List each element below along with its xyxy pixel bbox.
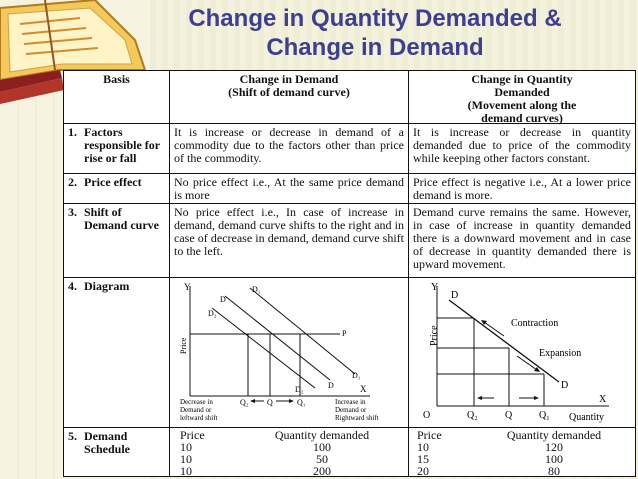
basis-cell: 3. Shift of Demand curve [64, 204, 170, 278]
table-row-diagram: 4. Diagram Y X Price D D₁ D₂ D D₁ D₂ [64, 277, 635, 428]
label-o: O [423, 410, 430, 421]
label-q2: Q₂ [467, 410, 478, 421]
label-d-bottom: D [328, 381, 334, 390]
label-q: Q [505, 410, 513, 421]
header-basis: Basis [64, 71, 170, 123]
quantity-diagram-cell: Y X Price D D Contraction [409, 278, 635, 428]
basis-cell: 4. Diagram [64, 278, 170, 428]
increase-label-2: Demand or [335, 406, 367, 414]
table-row-schedule: 5. Demand Schedule Price Quantity demande… [64, 427, 635, 477]
quantity-schedule-table: Price Quantity demanded 10 120 15 100 20 80 [417, 429, 631, 477]
label-d1-top: D₁ [252, 285, 261, 294]
quantity-cell: Price effect is negative i.e., At a lowe… [413, 175, 631, 202]
quantity-cell: It is increase or decrease in quantity d… [413, 125, 631, 165]
contraction-label: Contraction [511, 318, 558, 329]
shift-of-demand-diagram: Y X Price D D₁ D₂ D D₁ D₂ P Q₂ [179, 282, 379, 422]
decrease-label-3: leftward shift [180, 414, 218, 422]
label-d: D [220, 295, 226, 304]
right-price-label: Price [429, 325, 440, 346]
movement-along-curve-diagram: Y X Price D D Contraction [423, 282, 609, 423]
table-row-factors: 1. Factors responsible for rise or fall I… [64, 123, 635, 174]
label-d2-top: D₂ [208, 309, 217, 318]
label-q2: Q₂ [240, 398, 249, 407]
right-y-axis-label: Y [431, 282, 438, 293]
label-d2-bottom: D₂ [295, 385, 304, 394]
quantity-label: Quantity [569, 412, 604, 423]
title-line-1: Change in Quantity Demanded & [188, 5, 562, 32]
quantity-schedule-cell: Price Quantity demanded 10 120 15 100 20 80 [409, 428, 635, 477]
curve-d [224, 295, 331, 381]
label-q: Q [267, 398, 273, 407]
demand-cell: No price effect i.e., In case of increas… [170, 204, 409, 278]
demand-curve [448, 299, 560, 383]
label-p: P [342, 329, 347, 338]
table-row-price-effect: 2. Price effect No price effect i.e., At … [64, 173, 635, 204]
right-x-axis-label: X [599, 394, 607, 405]
header-change-in-quantity-demanded: Change in Quantity Demanded (Movement al… [467, 72, 577, 125]
increase-label-1: Increase in [335, 398, 366, 406]
expansion-label: Expansion [539, 348, 581, 359]
left-price-label: Price [179, 337, 188, 354]
label-q1: Q₁ [297, 398, 306, 407]
demand-diagram-cell: Y X Price D D₁ D₂ D D₁ D₂ P Q₂ [170, 278, 409, 428]
title-line-2: Change in Demand [266, 34, 484, 61]
label-d-top: D [451, 290, 458, 301]
increase-label-3: Rightward shift [335, 414, 379, 422]
header-change-in-demand: Change in Demand (Shift of demand curve) [170, 71, 409, 123]
basis-cell: 5. Demand Schedule [64, 428, 170, 477]
curve-d1 [249, 287, 356, 375]
comparison-table: Basis Change in Demand (Shift of demand … [63, 70, 636, 477]
basis-cell: 2. Price effect [64, 174, 170, 204]
slide-title: Change in Quantity Demanded & Change in … [150, 4, 600, 62]
decrease-label-1: Decrease in [180, 398, 213, 406]
curve-d2 [211, 307, 316, 389]
table-row-shift: 3. Shift of Demand curve No price effect … [64, 203, 635, 278]
quantity-header: Quantity demanded [506, 428, 602, 442]
quantity-cell: Demand curve remains the same. However, … [413, 205, 631, 271]
left-x-axis-label: X [360, 384, 367, 394]
basis-cell: 1. Factors responsible for rise or fall [64, 124, 170, 174]
table-header-row: Basis Change in Demand (Shift of demand … [64, 71, 635, 125]
decrease-label-2: Demand or [180, 406, 212, 414]
label-d-bottom: D [561, 380, 568, 391]
demand-cell: No price effect i.e., At the same price … [170, 174, 409, 204]
label-q1: Q₁ [539, 410, 550, 421]
demand-cell: It is increase or decrease in demand of … [170, 124, 409, 174]
price-header: Price [180, 428, 205, 442]
left-y-axis-label: Y [184, 282, 191, 292]
demand-schedule-cell: Price Quantity demanded 10 100 10 50 10 200 [170, 428, 409, 477]
price-header: Price [417, 428, 442, 442]
demand-schedule-table: Price Quantity demanded 10 100 10 50 10 200 [180, 429, 404, 477]
quantity-header: Quantity demanded [274, 428, 370, 442]
label-d1-bottom: D₁ [352, 371, 361, 380]
